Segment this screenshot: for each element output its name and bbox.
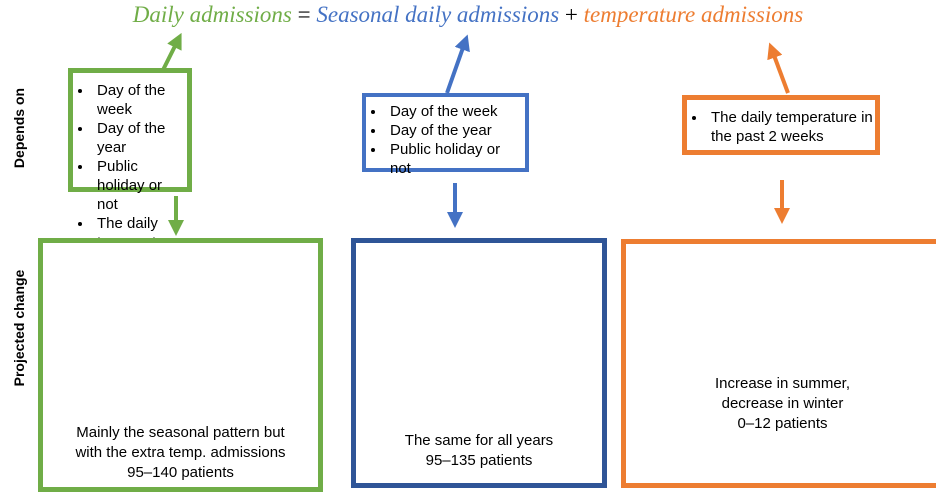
equation: Daily admissions = Seasonal daily admiss… [0, 2, 936, 28]
result-box: Increase in summer, decrease in winter 0–1… [621, 239, 936, 488]
result-box: Mainly the seasonal pattern but with the … [38, 238, 323, 492]
caption: The same for all years 95–135 patients [356, 431, 602, 471]
bullet-item: Day of the year [93, 119, 185, 157]
bullet-item: Day of the week [386, 102, 523, 121]
caption-line: 95–140 patients [127, 464, 234, 481]
caption-line: with the extra temp. admissions [75, 444, 286, 461]
equation-operator: = [297, 2, 311, 27]
equation-term: Seasonal daily admissions [316, 2, 560, 27]
caption-line: Mainly the seasonal pattern but [76, 424, 285, 441]
bullet-item: The daily temperature in the past 2 week… [707, 108, 873, 146]
row-label: Projected change [11, 269, 27, 387]
arrow [161, 32, 182, 71]
input-box: Day of the weekDay of the yearPublic hol… [362, 93, 529, 177]
caption-line: Increase in summer, [714, 375, 851, 392]
caption-line: 0–12 patients [737, 415, 828, 432]
caption: Mainly the seasonal pattern but with the … [43, 423, 318, 483]
bullet-list: The daily temperature in the past 2 week… [687, 108, 873, 146]
equation-term: temperature admissions [583, 2, 804, 27]
arrow [445, 34, 470, 94]
input-box: The daily temperature in the past 2 week… [682, 95, 880, 155]
result-box: The same for all years 95–135 patients [351, 238, 607, 488]
bullet-item: Day of the year [386, 121, 523, 140]
caption: Increase in summer, decrease in winter 0–1… [626, 374, 936, 434]
bullet-item: Public holiday or not [93, 157, 185, 214]
bullet-item: Public holiday or not [386, 140, 523, 178]
bullet-list: Day of the weekDay of the yearPublic hol… [366, 102, 523, 178]
input-box: Day of the weekDay of the yearPublic hol… [68, 68, 192, 289]
caption-line: The same for all years [404, 432, 554, 449]
equation-term: Daily admissions [132, 2, 292, 27]
caption-line: 95–135 patients [425, 452, 533, 469]
arrow [767, 42, 790, 94]
bullet-item: Day of the week [93, 81, 185, 119]
equation-operator: + [564, 2, 578, 27]
row-label: Depends on [11, 87, 27, 169]
caption-line: decrease in winter [721, 395, 844, 412]
